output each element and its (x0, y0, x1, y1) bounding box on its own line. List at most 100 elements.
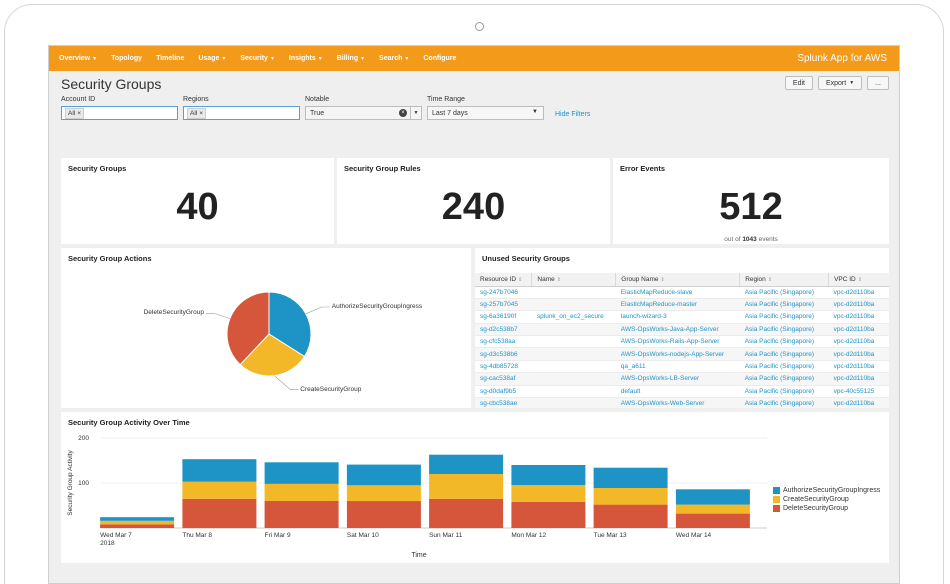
bar-segment[interactable] (429, 474, 504, 499)
table-cell[interactable]: AWS-OpsWorks-Java-App-Server (615, 323, 740, 337)
bar-segment[interactable] (346, 485, 421, 502)
table-cell[interactable]: AWS-OpsWorks-LB-Server (615, 372, 740, 386)
table-cell[interactable]: AWS-OpsWorks-Web-Server (615, 397, 740, 408)
bar-segment[interactable] (511, 465, 586, 486)
bar-segment[interactable] (264, 483, 339, 501)
bar-segment[interactable] (429, 454, 504, 474)
more-button[interactable]: ... (867, 76, 889, 90)
column-header[interactable]: Group Name ⇕ (615, 273, 741, 287)
bar-segment[interactable] (346, 501, 421, 528)
table-cell[interactable]: sg-cac538af (475, 372, 532, 386)
table-cell[interactable]: Asia Pacific (Singapore) (739, 385, 829, 399)
nav-item-insights[interactable]: Insights ▼ (289, 55, 323, 62)
table-cell[interactable] (531, 385, 616, 399)
bar-segment[interactable] (182, 481, 257, 499)
table-cell[interactable]: sg-cbc538ae (475, 397, 532, 408)
column-header[interactable]: VPC ID ⇕ (828, 273, 889, 287)
bar-segment[interactable] (593, 467, 668, 488)
table-cell[interactable]: splunk_on_ec2_secure (531, 310, 616, 324)
table-cell[interactable]: vpc-d2d110ba (828, 397, 889, 408)
nav-item-security[interactable]: Security ▼ (240, 55, 275, 62)
export-button[interactable]: Export ▼ (817, 76, 863, 90)
bar-segment[interactable] (511, 485, 586, 502)
table-cell[interactable]: Asia Pacific (Singapore) (739, 286, 829, 299)
table-cell[interactable] (531, 298, 616, 312)
nav-item-billing[interactable]: Billing ▼ (337, 55, 365, 62)
table-row[interactable]: sg-cfc538aa AWS-OpsWorks-Rails-App-Server… (475, 335, 889, 349)
chevron-down-icon[interactable]: ▼ (410, 107, 421, 119)
table-row[interactable]: sg-cac538af AWS-OpsWorks-LB-Server Asia Pa… (475, 372, 889, 386)
table-cell[interactable]: sg-4db85728 (475, 360, 532, 374)
table-cell[interactable]: Asia Pacific (Singapore) (739, 372, 829, 386)
table-cell[interactable]: vpc-d2d110ba (828, 360, 889, 374)
table-cell[interactable]: ElasticMapReduce-slave (615, 286, 740, 299)
bar-segment[interactable] (429, 498, 504, 529)
table-row[interactable]: sg-d2c538b7 AWS-OpsWorks-Java-App-Server A… (475, 323, 889, 337)
hide-filters-link[interactable]: Hide Filters (555, 111, 591, 118)
time-range-picker[interactable]: Last 7 days ▼ (427, 106, 544, 120)
table-cell[interactable] (531, 347, 616, 361)
table-cell[interactable] (531, 360, 616, 374)
table-cell[interactable]: Asia Pacific (Singapore) (739, 335, 829, 349)
table-cell[interactable]: sg-d0daf9b5 (475, 385, 532, 399)
bar-segment[interactable] (264, 462, 339, 484)
table-cell[interactable]: vpc-d2d110ba (828, 298, 889, 312)
column-header[interactable]: Region ⇕ (739, 273, 830, 287)
table-cell[interactable]: vpc-d2d110ba (828, 323, 889, 337)
table-row[interactable]: sg-d0daf9b5 default Asia Pacific (Singapor… (475, 385, 889, 399)
bar-segment[interactable] (593, 488, 668, 505)
bar-segment[interactable] (182, 498, 257, 529)
column-header[interactable]: Name ⇕ (531, 273, 617, 287)
bar-segment[interactable] (182, 459, 257, 482)
table-cell[interactable] (531, 286, 616, 299)
account-token[interactable]: All × (65, 107, 85, 119)
bar-segment[interactable] (511, 501, 586, 528)
legend-item[interactable]: AuthorizeSecurityGroupIngress (773, 486, 880, 494)
table-cell[interactable] (531, 397, 616, 408)
table-row[interactable]: sg-cbc538ae AWS-OpsWorks-Web-Server Asia P… (475, 397, 889, 408)
bar-segment[interactable] (100, 517, 175, 521)
table-cell[interactable]: Asia Pacific (Singapore) (739, 347, 829, 361)
nav-item-search[interactable]: Search ▼ (379, 55, 409, 62)
remove-token-icon[interactable]: × (77, 109, 82, 117)
bar-segment[interactable] (100, 524, 175, 528)
table-cell[interactable]: vpc-d2d110ba (828, 286, 889, 299)
pie-slice[interactable] (226, 291, 270, 366)
bar-segment[interactable] (675, 513, 750, 528)
table-row[interactable]: sg-257b7045 ElasticMapReduce-master Asia P… (475, 298, 889, 312)
bar-segment[interactable] (346, 464, 421, 486)
table-cell[interactable]: vpc-40c55125 (828, 385, 889, 399)
regions-token[interactable]: All × (187, 107, 207, 119)
pie-slice[interactable] (239, 333, 306, 377)
table-row[interactable]: sg-247b7046 ElasticMapReduce-slave Asia Pa… (475, 286, 889, 299)
remove-token-icon[interactable]: × (199, 109, 204, 117)
table-cell[interactable]: sg-d2c538b7 (475, 323, 532, 337)
app-title[interactable]: Splunk App for AWS (797, 53, 887, 64)
table-cell[interactable]: vpc-d2d110ba (828, 335, 889, 349)
table-cell[interactable]: Asia Pacific (Singapore) (739, 397, 829, 408)
table-cell[interactable]: AWS-OpsWorks-Rails-App-Server (615, 335, 740, 349)
table-cell[interactable]: vpc-d2d110ba (828, 372, 889, 386)
table-row[interactable]: sg-6a36190f splunk_on_ec2_secure launch-wi… (475, 310, 889, 324)
account-multiselect[interactable]: All × (61, 106, 178, 120)
table-cell[interactable] (531, 335, 616, 349)
single-value[interactable]: 40 (176, 186, 219, 228)
regions-multiselect[interactable]: All × (183, 106, 300, 120)
table-cell[interactable] (531, 372, 616, 386)
bar-segment[interactable] (264, 501, 339, 528)
table-cell[interactable]: default (615, 385, 740, 399)
table-cell[interactable]: sg-d3c538b6 (475, 347, 532, 361)
nav-item-usage[interactable]: Usage ▼ (198, 55, 226, 62)
table-cell[interactable]: Asia Pacific (Singapore) (739, 323, 829, 337)
table-cell[interactable]: launch-wizard-3 (615, 310, 740, 324)
column-header[interactable]: Resource ID ⇕ (475, 273, 533, 287)
nav-item-timeline[interactable]: Timeline (156, 55, 184, 62)
legend-item[interactable]: CreateSecurityGroup (773, 495, 880, 503)
table-cell[interactable]: qa_a611 (615, 360, 740, 374)
legend-item[interactable]: DeleteSecurityGroup (773, 504, 880, 512)
table-cell[interactable]: sg-257b7045 (475, 298, 532, 312)
bar-segment[interactable] (675, 489, 750, 505)
table-cell[interactable]: AWS-OpsWorks-nodejs-App-Server (615, 347, 740, 361)
table-cell[interactable]: Asia Pacific (Singapore) (739, 310, 829, 324)
single-value[interactable]: 240 (441, 186, 506, 228)
